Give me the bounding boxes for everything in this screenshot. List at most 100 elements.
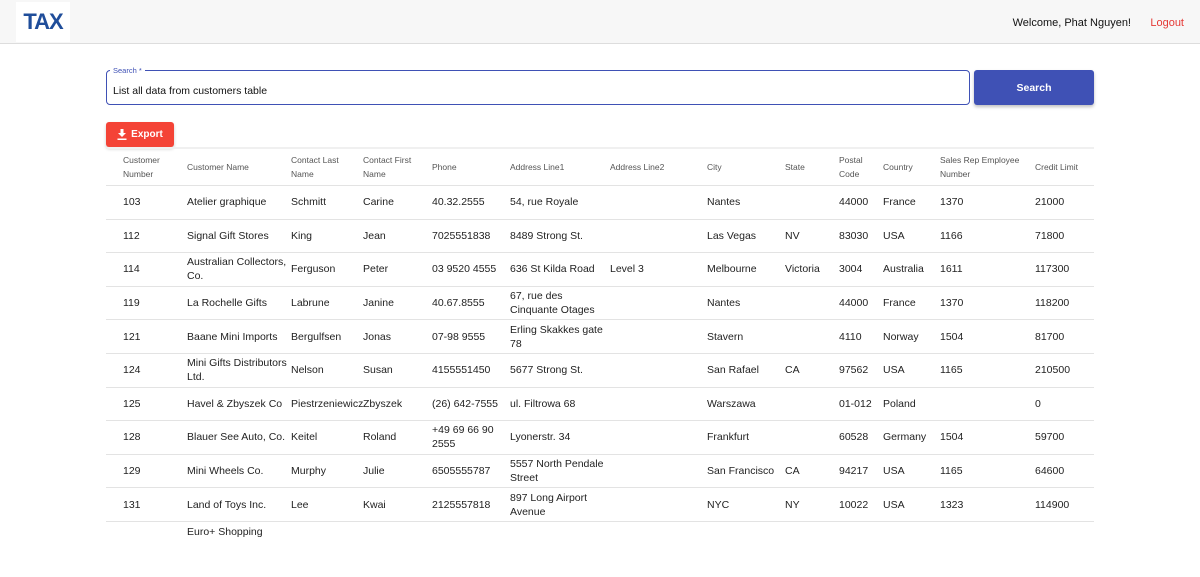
table-cell: 01-012 [839, 397, 872, 410]
table-cell: Baane Mini Imports [187, 330, 278, 343]
table-cell: Nantes [707, 196, 741, 209]
table-cell: 03 9520 4555 [432, 263, 497, 276]
table-row[interactable]: 103 Atelier graphique Schmitt Carine 40.32.2… [106, 186, 1094, 220]
table-cell: USA [883, 229, 905, 242]
table-cell: Euro+ Shopping [187, 526, 263, 538]
table-cell: Carine [363, 196, 394, 209]
logout-link[interactable]: Logout [1150, 17, 1184, 29]
table-cell: USA [883, 364, 905, 377]
table-cell: 10022 [839, 498, 869, 511]
logo[interactable]: TAX [16, 2, 70, 42]
column-header: Phone [432, 162, 457, 172]
column-header: City [707, 162, 722, 172]
table-cell: 117300 [1035, 263, 1070, 276]
table-cell: 103 [123, 196, 141, 209]
table-cell: Nelson [291, 364, 324, 377]
table-cell: Germany [883, 431, 927, 444]
table-cell: USA [883, 498, 905, 511]
table-cell: Stavern [707, 330, 744, 343]
table-cell: 07-98 9555 [432, 330, 486, 343]
table-cell: Keitel [291, 431, 318, 444]
table-cell: Jean [363, 229, 386, 242]
table-row[interactable]: 121 Baane Mini Imports Bergulfsen Jonas 07-9… [106, 320, 1094, 354]
column-header: State [785, 162, 805, 172]
table-cell: 1611 [940, 263, 963, 276]
header-row: Customer Number Customer Name Contact Last… [106, 147, 1094, 186]
table-row[interactable]: 119 La Rochelle Gifts Labrune Janine 40.67.8… [106, 287, 1094, 321]
table-cell: Mini Wheels Co. [187, 465, 264, 478]
table-cell: 5557 North Pendale Street [510, 458, 604, 485]
search-button[interactable]: Search [974, 70, 1094, 105]
table-cell: 3004 [839, 263, 863, 276]
table-row[interactable]: 128 Blauer See Auto, Co. Keitel Roland +49 6… [106, 421, 1094, 455]
table-row[interactable]: 129 Mini Wheels Co. Murphy Julie 6505555787 5… [106, 455, 1094, 489]
table-cell: Julie [363, 465, 385, 478]
table-cell: 44000 [839, 297, 869, 310]
table-cell: Piestrzeniewicz [291, 397, 364, 410]
table-cell: Norway [883, 330, 919, 343]
table-cell: Australian Collectors, Co. [187, 256, 287, 283]
table-cell: 40.67.8555 [432, 297, 485, 310]
table-cell: Roland [363, 431, 397, 444]
table-cell: 121 [123, 330, 141, 343]
table-cell: Warszawa [707, 397, 756, 410]
table-cell: NYC [707, 498, 730, 511]
table-cell: 897 Long Airport Avenue [510, 491, 588, 518]
table-cell: 636 St Kilda Road [510, 263, 595, 276]
column-header: Country [883, 162, 913, 172]
table-row[interactable]: 131 Land of Toys Inc. Lee Kwai 2125557818 897… [106, 488, 1094, 522]
table-row[interactable]: 124 Mini Gifts Distributors Ltd. Nelson Sus… [106, 354, 1094, 388]
table-cell: USA [883, 465, 905, 478]
table-cell: 54, rue Royale [510, 196, 579, 209]
table-cell: 71800 [1035, 229, 1065, 242]
table-cell: (26) 642-7555 [432, 397, 498, 410]
table-cell: NV [785, 229, 800, 242]
table-cell: 1504 [940, 431, 964, 444]
table-cell: 1323 [940, 498, 964, 511]
table-row[interactable]: 112 Signal Gift Stores King Jean 7025551838 8… [106, 220, 1094, 254]
table-cell: Bergulfsen [291, 330, 342, 343]
table-cell: 44000 [839, 196, 869, 209]
table-cell: Melbourne [707, 263, 757, 276]
table-cell: 1166 [940, 229, 963, 242]
table-cell: 60528 [839, 431, 869, 444]
table-cell: Schmitt [291, 196, 327, 209]
column-header: Sales Rep Employee Number [940, 155, 1020, 179]
table-cell: Australia [883, 263, 924, 276]
table-cell: Lyonerstr. 34 [510, 431, 571, 444]
table-cell: Frankfurt [707, 431, 750, 444]
table-cell: 94217 [839, 465, 869, 478]
table-cell: 124 [123, 364, 141, 377]
table-cell: Mini Gifts Distributors Ltd. [187, 357, 287, 384]
search-field[interactable] [106, 70, 970, 105]
table-cell: Ferguson [291, 263, 336, 276]
table-cell: 2125557818 [432, 498, 491, 511]
table-cell: King [291, 229, 313, 242]
table-cell: 114900 [1035, 498, 1070, 511]
search-label: Search * [110, 66, 145, 75]
table-cell: 1165 [940, 364, 963, 377]
table-cell: 128 [123, 431, 141, 444]
table-cell: 21000 [1035, 196, 1065, 209]
table-cell: 1504 [940, 330, 964, 343]
table-cell: +49 69 66 90 2555 [432, 424, 494, 451]
table-cell: 112 [123, 229, 140, 242]
table-cell: 0 [1035, 397, 1041, 410]
column-header: Address Line1 [510, 162, 565, 172]
column-header: Contact First Name [363, 155, 412, 179]
table-cell: Janine [363, 297, 394, 310]
table-cell: Atelier graphique [187, 196, 267, 209]
table-row[interactable]: 114 Australian Collectors, Co. Ferguson Pet… [106, 253, 1094, 287]
column-header: Address Line2 [610, 162, 665, 172]
search-input-text[interactable]: List all data from customers table [113, 85, 268, 97]
table-cell: 59700 [1035, 431, 1065, 444]
table-cell: 118200 [1035, 297, 1070, 310]
table-cell: 83030 [839, 229, 869, 242]
table-cell: ul. Filtrowa 68 [510, 397, 576, 410]
table-cell: 1165 [940, 465, 963, 478]
table-cell: 4155551450 [432, 364, 491, 377]
table-row[interactable]: 125 Havel & Zbyszek Co Piestrzeniewicz Zbys… [106, 388, 1094, 422]
export-button[interactable]: Export [106, 122, 174, 147]
table-cell: 114 [123, 263, 140, 276]
